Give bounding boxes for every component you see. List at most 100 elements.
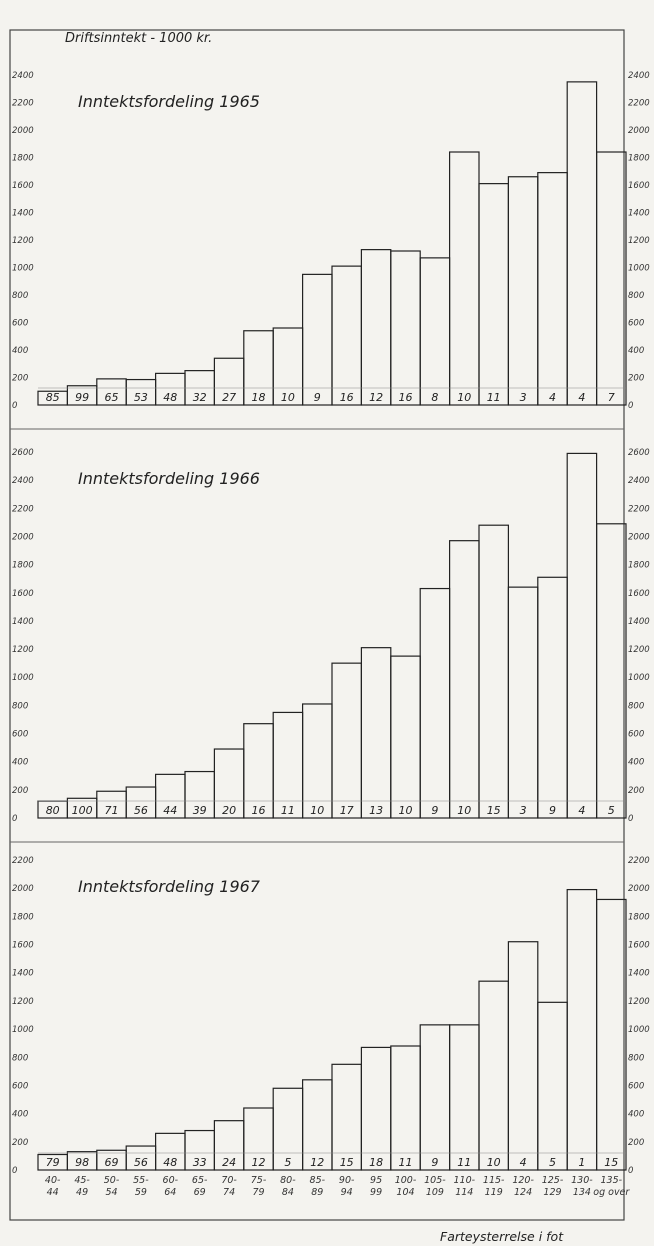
bar-count-label: 3 (520, 391, 527, 404)
x-tick-label-top: 85- (310, 1175, 326, 1186)
y-tick-label-right: 400 (628, 758, 644, 768)
bar-count-label: 11 (399, 1156, 413, 1169)
y-axis-label: Driftsinntekt - 1000 kr. (65, 31, 212, 46)
y-tick-label-left: 1400 (12, 969, 34, 979)
bar-count-label: 10 (399, 804, 413, 817)
y-tick-label-left: 2600 (12, 448, 34, 458)
bar-count-label: 17 (340, 804, 354, 817)
y-tick-label-left: 2200 (12, 856, 34, 866)
y-tick-label-right: 2200 (628, 504, 650, 514)
x-tick-label-top: 90- (339, 1175, 355, 1186)
bar-count-label: 99 (75, 391, 89, 404)
bar-count-label: 48 (163, 391, 177, 404)
y-tick-label-left: 0 (12, 1166, 17, 1176)
bar-count-label: 79 (46, 1156, 60, 1169)
x-tick-label-top: 60- (163, 1175, 179, 1186)
x-tick-label-bottom: 104 (396, 1187, 414, 1198)
y-tick-label-right: 1800 (628, 561, 650, 571)
y-tick-label-right: 1600 (628, 181, 650, 191)
y-tick-label-right: 400 (628, 1110, 644, 1120)
x-tick-label-bottom: 79 (252, 1187, 264, 1198)
bar-count-label: 16 (399, 391, 413, 404)
y-tick-label-right: 2600 (628, 448, 650, 458)
x-tick-label-top: 120- (512, 1175, 534, 1186)
panel-3: Inntektsfordeling 1967 0 0 200 200 400 400 600 6… (12, 856, 650, 1176)
bar-count-label: 9 (431, 1156, 438, 1169)
bar-count-label: 16 (252, 804, 266, 817)
y-tick-label-left: 2000 (12, 884, 34, 894)
y-tick-label-left: 2000 (12, 532, 34, 542)
x-tick-label-top: 130- (571, 1175, 593, 1186)
bar-count-label: 12 (369, 391, 383, 404)
bar-count-label: 4 (549, 391, 556, 404)
y-tick-label-left: 400 (12, 346, 28, 356)
x-tick-label-bottom: 84 (282, 1187, 294, 1198)
bar-count-label: 10 (457, 804, 471, 817)
y-tick-label-right: 800 (628, 291, 644, 301)
y-tick-label-left: 600 (12, 730, 28, 740)
x-tick-label-top: 110- (454, 1175, 476, 1186)
y-tick-label-left: 800 (12, 1053, 28, 1063)
bar-count-label: 100 (72, 804, 93, 817)
x-tick-label-top: 125- (542, 1175, 564, 1186)
bar-count-label: 4 (578, 391, 585, 404)
bar-count-label: 11 (457, 1156, 471, 1169)
x-tick-label-bottom: 129 (543, 1187, 561, 1198)
bar-count-label: 10 (310, 804, 324, 817)
bar-count-label: 3 (520, 804, 527, 817)
x-tick-label-top: 115- (483, 1175, 505, 1186)
y-tick-label-left: 2000 (12, 126, 34, 136)
y-tick-label-right: 1400 (628, 209, 650, 219)
bar-count-label: 53 (134, 391, 148, 404)
x-tick-label-bottom: 114 (455, 1187, 473, 1198)
x-tick-label-bottom: 69 (194, 1187, 206, 1198)
x-tick-label-bottom: 94 (341, 1187, 353, 1198)
x-tick-label-top: 95 (370, 1175, 382, 1186)
bar-count-label: 10 (487, 1156, 501, 1169)
bar-count-label: 18 (252, 391, 266, 404)
bar-count-label: 15 (340, 1156, 354, 1169)
y-tick-label-right: 2400 (628, 71, 650, 81)
y-tick-label-left: 400 (12, 758, 28, 768)
bar-count-label: 9 (431, 804, 438, 817)
bar-count-label: 11 (487, 391, 501, 404)
y-tick-label-right: 1000 (628, 673, 650, 683)
bar-count-label: 56 (134, 804, 148, 817)
x-tick-label-bottom: 109 (426, 1187, 444, 1198)
y-tick-label-right: 1800 (628, 912, 650, 922)
y-tick-label-right: 1800 (628, 154, 650, 164)
bar-count-label: 65 (105, 391, 119, 404)
y-tick-label-left: 200 (12, 374, 28, 384)
bar-count-label: 20 (222, 804, 236, 817)
x-tick-label-bottom: 89 (311, 1187, 323, 1198)
y-tick-label-right: 2000 (628, 126, 650, 136)
bar-count-label: 32 (193, 391, 207, 404)
y-tick-label-left: 1600 (12, 589, 34, 599)
x-tick-label-bottom: 64 (164, 1187, 176, 1198)
y-tick-label-left: 1200 (12, 997, 34, 1007)
x-tick-label-top: 55- (133, 1175, 149, 1186)
y-tick-label-left: 1000 (12, 1025, 34, 1035)
bar-count-label: 10 (281, 391, 295, 404)
bar-count-label: 12 (310, 1156, 324, 1169)
y-tick-label-left: 1200 (12, 236, 34, 246)
bar-count-label: 9 (549, 804, 556, 817)
bar-count-label: 98 (75, 1156, 89, 1169)
x-tick-label-top: 105- (424, 1175, 446, 1186)
y-tick-label-right: 0 (628, 814, 633, 824)
bar-count-label: 13 (369, 804, 383, 817)
x-tick-label-bottom: 99 (370, 1187, 382, 1198)
bar-count-label: 5 (608, 804, 615, 817)
y-tick-label-left: 800 (12, 701, 28, 711)
x-tick-label-bottom: 119 (485, 1187, 503, 1198)
y-tick-label-right: 800 (628, 1053, 644, 1063)
y-tick-label-right: 1600 (628, 941, 650, 951)
x-tick-label-bottom: 44 (47, 1187, 59, 1198)
x-tick-label-top: 75- (251, 1175, 267, 1186)
y-tick-label-left: 600 (12, 319, 28, 329)
bar-count-label: 85 (46, 391, 60, 404)
y-tick-label-right: 200 (628, 374, 644, 384)
y-tick-label-left: 1000 (12, 673, 34, 683)
